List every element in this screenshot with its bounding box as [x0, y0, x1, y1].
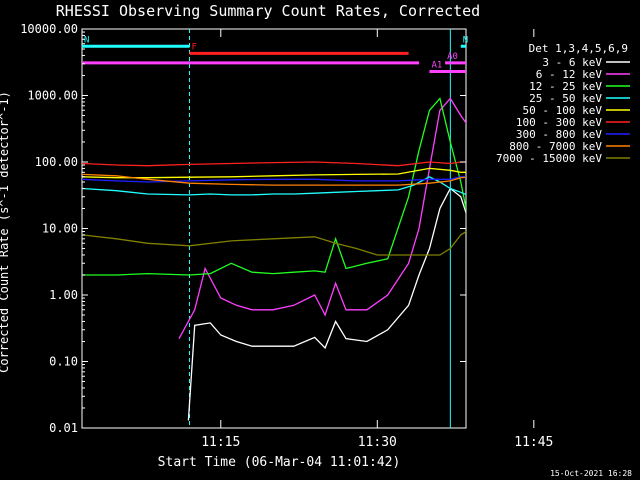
plot-area: N N F A0 A1 — [82, 29, 468, 428]
legend-label: 25 - 50 keV — [529, 92, 602, 105]
series-line — [82, 161, 466, 167]
y-axis-label: Corrected Count Rate (s^-1 detector^-1) — [0, 91, 11, 373]
flag-label: F — [191, 42, 196, 52]
legend-label: 12 - 25 keV — [529, 80, 602, 93]
y-axis: 0.01 0.10 1.00 10.00 100.00 1000.00 10000.00 — [20, 22, 466, 435]
y-tick-label: 0.10 — [49, 355, 78, 369]
series-line — [82, 176, 466, 196]
legend-label: 300 - 800 keV — [516, 128, 602, 141]
legend-label: 800 - 7000 keV — [509, 140, 602, 153]
flag-label: N — [84, 35, 89, 45]
series-line — [82, 173, 466, 186]
y-tick-label: 1.00 — [49, 288, 78, 302]
legend-label: 100 - 300 keV — [516, 116, 602, 129]
y-tick-label: 10.00 — [42, 222, 78, 236]
footer-date: 15-Oct-2021 16:28 — [550, 469, 632, 478]
flag-label: A1 — [431, 60, 442, 70]
x-tick-label: 11:45 — [514, 435, 553, 450]
series-line — [82, 167, 466, 179]
y-tick-label: 10000.00 — [20, 22, 78, 36]
legend-label: 50 - 100 keV — [523, 104, 603, 117]
y-tick-label: 0.01 — [49, 421, 78, 435]
chart-title: RHESSI Observing Summary Count Rates, Co… — [56, 2, 480, 20]
legend-label: 6 - 12 keV — [536, 68, 603, 81]
y-tick-label: 1000.00 — [27, 89, 78, 103]
series-line — [82, 97, 466, 276]
legend-label: 7000 - 15000 keV — [496, 152, 602, 165]
series-line — [82, 176, 466, 183]
flag-label: A0 — [447, 52, 458, 62]
legend-label: 3 - 6 keV — [542, 56, 602, 69]
y-tick-label: 100.00 — [35, 155, 78, 169]
series-line — [187, 187, 466, 421]
flag-label: N — [463, 35, 468, 45]
legend-title: Det 1,3,4,5,6,9 — [529, 42, 628, 55]
x-axis-label: Start Time (06-Mar-04 11:01:42) — [158, 455, 401, 470]
series-line — [178, 97, 466, 340]
x-tick-label: 11:15 — [201, 435, 240, 450]
series-line — [82, 230, 466, 256]
x-tick-label: 11:30 — [358, 435, 397, 450]
